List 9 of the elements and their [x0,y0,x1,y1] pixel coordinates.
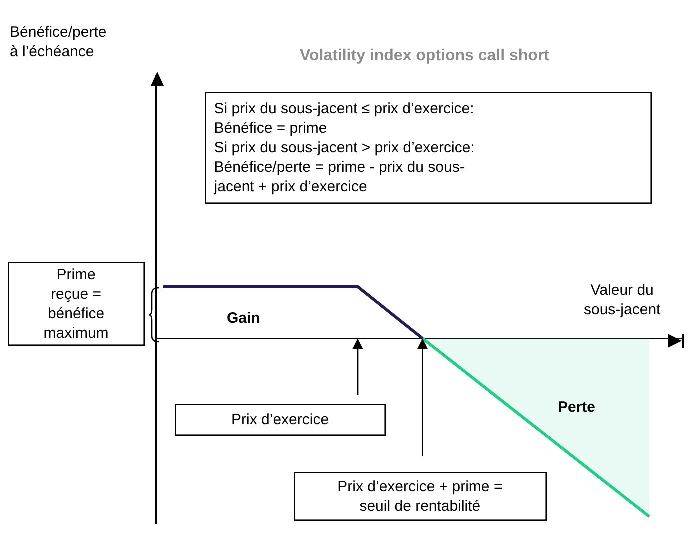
x-axis-title: Valeur du sous-jacent [584,282,662,318]
text: Prime reçue = bénéfice maximum [44,266,109,342]
text: Si prix du sous-jacent ≤ prix d’exercice: Bénéfice = prime Si prix du sous-jacent > prix d’exercice: Bénéfice/perte = prime - prix du sous- jacent + prix d’exercice [213,100,475,196]
chart-title: Volatility index options call short [300,48,550,65]
annotation: Prix d’exercice [232,411,330,428]
annotation: Gain [227,310,260,327]
annotation: Perte [558,399,596,416]
annotation: Prix d’exercice + prime = seuil de rentabilité [338,478,503,515]
text: Bénéfice/perte à l’échéance [10,24,107,60]
